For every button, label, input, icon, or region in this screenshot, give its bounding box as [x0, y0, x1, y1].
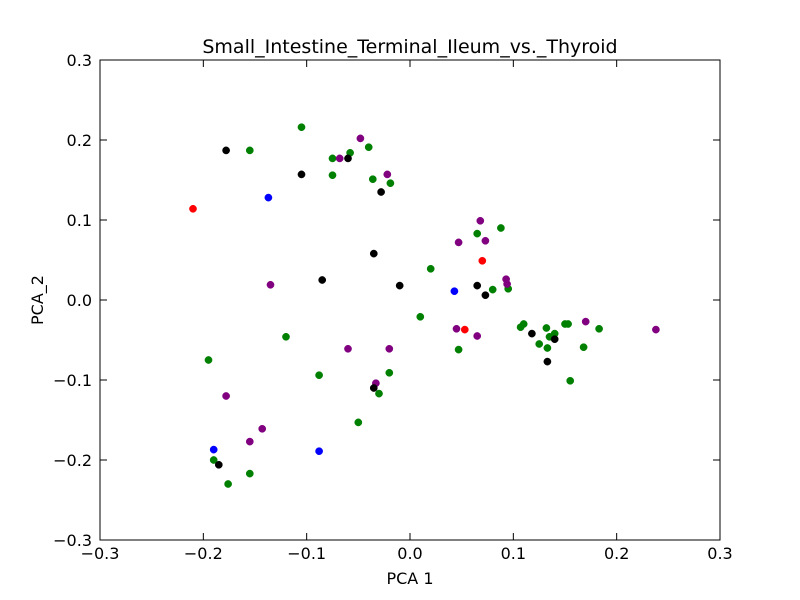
data-point	[297, 123, 306, 132]
data-point	[452, 324, 461, 333]
data-point	[369, 384, 378, 392]
data-point	[581, 317, 590, 326]
data-point	[652, 325, 660, 334]
data-point	[473, 281, 482, 290]
data-point	[476, 216, 485, 225]
y-axis-label: PCA_2	[28, 275, 48, 325]
x-tick-label: 0.2	[604, 544, 629, 563]
data-point	[503, 280, 511, 288]
data-point	[297, 170, 306, 179]
data-point	[328, 171, 337, 180]
data-point	[264, 193, 273, 202]
data-point	[377, 188, 385, 196]
x-tick-label: 0.1	[501, 544, 526, 563]
data-point	[335, 154, 344, 163]
data-point	[481, 291, 490, 300]
data-point	[209, 456, 218, 464]
data-point	[564, 320, 572, 328]
y-tick-label: 0.1	[67, 211, 92, 230]
data-point	[550, 335, 559, 344]
data-point	[266, 280, 275, 289]
data-point	[315, 371, 323, 380]
data-point	[222, 392, 230, 400]
data-point	[416, 312, 425, 321]
y-tick-label: −0.2	[53, 451, 92, 470]
data-point	[454, 238, 463, 247]
y-tick-label: −0.1	[53, 371, 92, 390]
data-point	[224, 480, 232, 488]
x-tick-label: 0.0	[397, 544, 422, 563]
x-tick-label: −0.2	[184, 544, 223, 563]
data-point	[450, 287, 459, 296]
data-point	[497, 224, 505, 232]
data-point	[481, 236, 490, 245]
data-point	[385, 344, 394, 353]
data-point	[369, 249, 378, 258]
data-point	[375, 389, 383, 398]
data-point	[535, 340, 544, 348]
data-point	[245, 146, 254, 155]
data-point	[473, 229, 482, 238]
data-point	[595, 324, 603, 333]
y-axis-ticks: −0.3 −0.2 −0.1 0.0 0.1 0.2 0.3	[53, 51, 720, 550]
data-point	[315, 447, 323, 456]
x-tick-label: −0.3	[81, 544, 120, 563]
data-point	[542, 324, 551, 332]
data-point	[222, 146, 230, 155]
y-tick-label: 0.2	[67, 131, 92, 150]
data-point	[356, 134, 365, 143]
data-point	[344, 154, 352, 163]
x-tick-label: 0.3	[707, 544, 732, 563]
data-point	[473, 332, 482, 340]
data-point	[454, 345, 463, 354]
data-point	[245, 469, 254, 478]
x-axis-ticks: −0.3 −0.2 −0.1 0.0 0.1 0.2 0.3	[81, 60, 733, 563]
data-point	[543, 357, 552, 366]
chart-title: Small_Intestine_Terminal_Ileum_vs._Thyro…	[202, 36, 617, 58]
data-point	[354, 418, 363, 427]
x-axis-label: PCA 1	[386, 569, 433, 588]
data-point	[426, 264, 435, 273]
y-tick-label: 0.0	[67, 291, 92, 310]
data-point	[245, 437, 254, 446]
data-point	[282, 332, 290, 341]
plot-points	[189, 123, 660, 488]
data-point	[364, 143, 373, 152]
data-point	[258, 424, 267, 433]
y-tick-label: −0.3	[53, 531, 92, 550]
plot-frame	[99, 59, 721, 541]
data-point	[189, 204, 197, 213]
data-point	[543, 344, 552, 352]
data-point	[478, 256, 487, 265]
data-point	[385, 368, 394, 377]
data-point	[383, 170, 392, 179]
data-point	[579, 343, 588, 352]
data-point	[318, 276, 327, 284]
data-point	[488, 285, 497, 294]
data-point	[344, 344, 352, 353]
data-point	[395, 281, 404, 290]
data-point	[519, 320, 528, 328]
data-point	[328, 154, 337, 163]
data-point	[204, 356, 213, 364]
data-point	[368, 175, 377, 184]
data-point	[566, 376, 575, 385]
data-point	[209, 445, 218, 454]
data-point	[528, 329, 536, 338]
data-point	[214, 460, 223, 469]
data-point	[460, 325, 469, 334]
data-point	[386, 179, 395, 188]
x-tick-label: −0.1	[287, 544, 326, 563]
y-tick-label: 0.3	[67, 51, 92, 70]
